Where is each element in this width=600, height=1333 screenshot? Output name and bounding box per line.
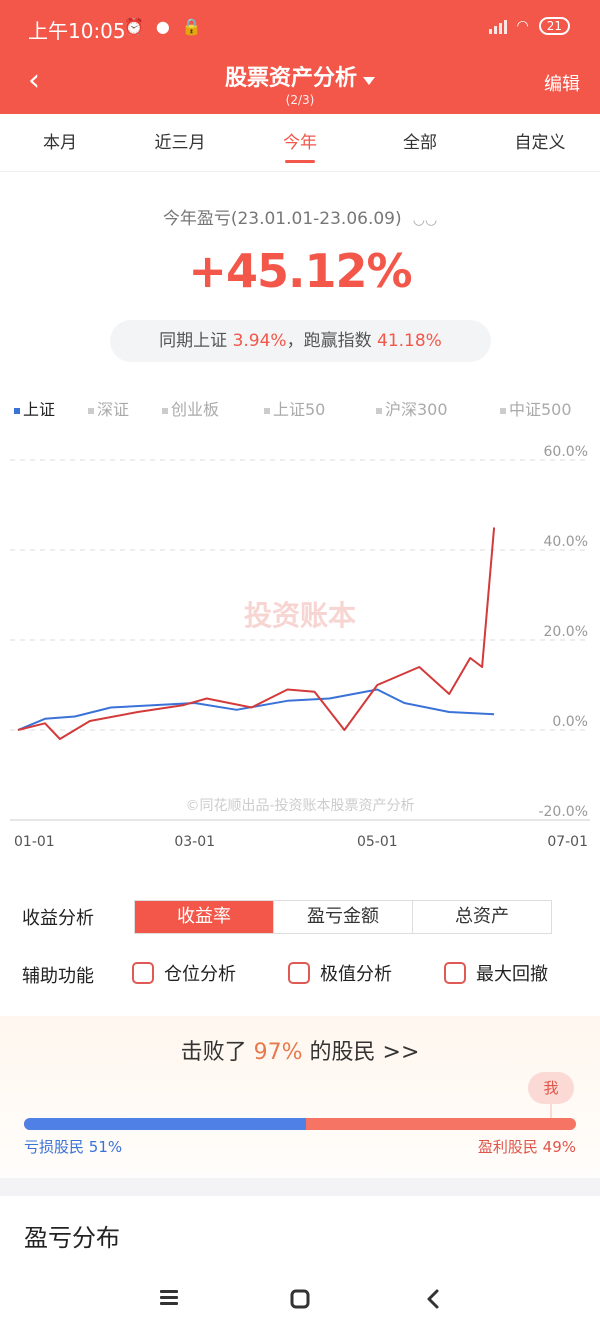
signal-icon — [488, 18, 507, 34]
total-return: +45.12% — [188, 244, 412, 298]
system-nav-bar — [0, 1270, 600, 1333]
y-tick-label: 40.0% — [544, 534, 588, 550]
back-nav-icon[interactable] — [423, 1288, 443, 1314]
y-tick-label: -20.0% — [538, 804, 588, 820]
legend-shenzhen[interactable]: 深证 — [88, 396, 129, 420]
summary-header: 今年盈亏(23.01.01-23.06.09) ◡◡ — [0, 204, 600, 229]
summary-label: 今年盈亏(23.01.01-23.06.09) — [162, 209, 402, 229]
title-block[interactable]: 股票资产分析 (2/3) — [0, 60, 600, 107]
ranking-percent: 97% — [253, 1040, 303, 1065]
segment-return-rate[interactable]: 收益率 — [135, 901, 274, 933]
aux-functions: 辅助功能 仓位分析 极值分析 最大回撤 — [22, 960, 582, 990]
section-divider — [0, 1178, 600, 1196]
index-legend: 上证 深证 创业板 上证50 沪深300 中证500 — [0, 396, 600, 426]
beat-value: 41.18% — [377, 331, 442, 351]
home-icon[interactable] — [289, 1288, 311, 1314]
me-marker: 我 — [528, 1072, 574, 1104]
battery-icon: 21 — [538, 17, 570, 35]
app-notification-icon: ● — [155, 17, 170, 36]
y-tick-label: 0.0% — [552, 714, 588, 730]
x-tick-label: 05-01 — [357, 834, 398, 850]
series-line-shanghai — [17, 688, 495, 731]
status-right: ◠ 21 — [488, 17, 570, 35]
page-subtitle: (2/3) — [285, 93, 315, 107]
page-title: 股票资产分析 — [224, 66, 357, 91]
index-return: 3.94% — [232, 331, 287, 351]
checkbox-icon — [288, 962, 310, 984]
chevron-left-icon: ‹ — [28, 63, 40, 98]
edit-button[interactable]: 编辑 — [544, 74, 580, 95]
segment-total-assets[interactable]: 总资产 — [455, 906, 509, 927]
period-tabs: 本月 近三月 今年 全部 自定义 — [0, 114, 600, 172]
chart-watermark: 投资账本 — [244, 599, 356, 632]
tab-custom[interactable]: 自定义 — [514, 133, 566, 153]
legend-csi300[interactable]: 沪深300 — [376, 396, 448, 420]
me-marker-stem — [550, 1102, 552, 1126]
checkbox-position-analysis[interactable]: 仓位分析 — [132, 960, 236, 986]
eye-closed-icon[interactable]: ◡◡ — [412, 212, 438, 228]
investor-ranking[interactable]: 击败了 97% 的股民 >> 我 亏损股民 51% 盈利股民 49% — [0, 1016, 600, 1178]
status-bar: 上午10:05 ⏰ ● 🔒 ◠ 21 — [0, 0, 600, 56]
legend-shanghai[interactable]: 上证 — [14, 396, 55, 420]
back-button[interactable]: ‹ — [16, 62, 52, 102]
compare-prefix: 同期上证 — [159, 331, 228, 351]
return-line-chart[interactable]: 60.0% 40.0% 20.0% 0.0% -20.0% 01-01 03-01 05-01… — [0, 438, 600, 858]
checkbox-icon — [132, 962, 154, 984]
tab-three-months[interactable]: 近三月 — [154, 133, 206, 153]
tab-this-year[interactable]: 今年 — [240, 114, 360, 171]
alarm-icon: ⏰ — [124, 17, 144, 36]
x-tick-label: 07-01 — [547, 834, 588, 850]
series-line-my-return — [17, 527, 496, 740]
beat-prefix: 跑赢指数 — [303, 331, 372, 351]
wifi-icon: ◠ — [516, 18, 529, 34]
tab-all[interactable]: 全部 — [403, 133, 437, 153]
checkbox-icon — [444, 962, 466, 984]
analysis-label: 收益分析 — [22, 908, 94, 929]
dropdown-caret-icon — [363, 76, 375, 85]
chart-footer: ©同花顺出品-投资账本股票资产分析 — [185, 798, 414, 814]
ranking-title: 击败了 97% 的股民 >> — [180, 1040, 420, 1065]
app-header: ‹ 股票资产分析 (2/3) 编辑 — [0, 56, 600, 114]
menu-icon[interactable] — [158, 1288, 180, 1310]
profit-investors: 盈利股民 49% — [477, 1138, 576, 1156]
loss-investors: 亏损股民 51% — [24, 1138, 123, 1156]
checkbox-extreme-analysis[interactable]: 极值分析 — [288, 960, 392, 986]
status-time: 上午10:05 — [28, 19, 126, 43]
loss-profit-bar — [24, 1118, 576, 1130]
aux-label: 辅助功能 — [22, 966, 94, 987]
tab-month[interactable]: 本月 — [43, 133, 77, 153]
legend-csi500[interactable]: 中证500 — [500, 396, 572, 420]
checkbox-max-drawdown[interactable]: 最大回撤 — [444, 960, 548, 986]
y-tick-label: 20.0% — [544, 624, 588, 640]
legend-sse50[interactable]: 上证50 — [264, 396, 325, 420]
loss-bar-fill — [24, 1118, 306, 1130]
analysis-segment: 收益率 盈亏金额 总资产 — [134, 900, 552, 934]
y-tick-label: 60.0% — [544, 444, 588, 460]
index-compare-pill: 同期上证 3.94%，跑赢指数 41.18% — [110, 320, 491, 362]
segment-pnl-amount[interactable]: 盈亏金额 — [274, 901, 413, 933]
x-tick-label: 03-01 — [174, 834, 215, 850]
status-icons: ⏰ ● 🔒 — [124, 17, 202, 36]
x-tick-label: 01-01 — [14, 834, 55, 850]
distribution-title: 盈亏分布 — [24, 1224, 120, 1252]
lock-icon: 🔒 — [181, 17, 202, 36]
legend-chinext[interactable]: 创业板 — [162, 396, 219, 420]
